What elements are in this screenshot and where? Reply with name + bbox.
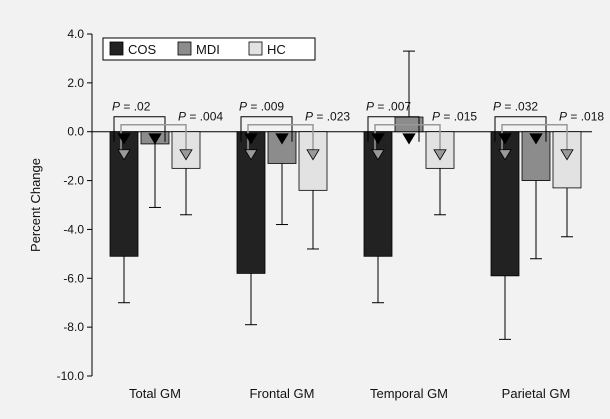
y-tick-label: 4.0: [67, 27, 84, 41]
legend-swatch-mdi: [178, 42, 191, 55]
p-value-cos-vs-mdi: P = .007: [366, 100, 411, 114]
category-label: Frontal GM: [249, 386, 314, 401]
p-value-cos-vs-mdi: P = .032: [493, 100, 538, 114]
y-axis-label: Percent Change: [28, 158, 43, 252]
category-label: Total GM: [129, 386, 181, 401]
legend-label-cos: COS: [128, 42, 157, 57]
p-value-cos-vs-hc: P = .018: [559, 110, 604, 124]
legend-swatch-hc: [249, 42, 262, 55]
p-value-cos-vs-hc: P = .015: [432, 110, 477, 124]
legend-label-hc: HC: [267, 42, 286, 57]
marker-mdi-icon: [403, 134, 415, 144]
y-tick-label: -2.0: [63, 174, 84, 188]
y-tick-label: 0.0: [67, 125, 84, 139]
y-tick-label: -8.0: [63, 320, 84, 334]
legend-label-mdi: MDI: [196, 42, 220, 57]
y-tick-label: -10.0: [57, 369, 85, 383]
p-value-cos-vs-mdi: P = .009: [239, 100, 284, 114]
y-tick-label: 2.0: [67, 76, 84, 90]
category-label: Parietal GM: [502, 386, 571, 401]
p-value-cos-vs-mdi: P = .02: [112, 100, 151, 114]
y-tick-label: -4.0: [63, 222, 84, 236]
p-value-cos-vs-hc: P = .004: [178, 110, 223, 124]
y-tick-label: -6.0: [63, 271, 84, 285]
legend: COS MDI HC: [103, 38, 315, 60]
category-label: Temporal GM: [370, 386, 448, 401]
bars: [110, 51, 581, 339]
legend-swatch-cos: [110, 42, 123, 55]
p-value-cos-vs-hc: P = .023: [305, 110, 350, 124]
